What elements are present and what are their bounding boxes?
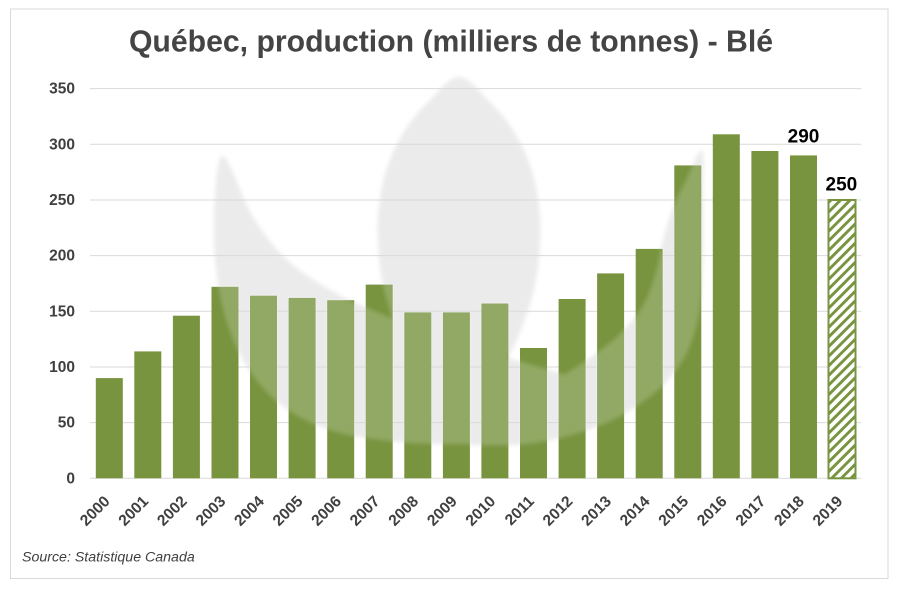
svg-text:250: 250 [49,192,75,209]
svg-text:0: 0 [66,470,75,487]
svg-text:250: 250 [826,175,858,196]
svg-text:50: 50 [58,415,75,432]
svg-text:200: 200 [49,248,75,265]
svg-text:Québec, production (milliers d: Québec, production (milliers de tonnes) … [129,26,773,59]
svg-text:300: 300 [49,136,75,153]
svg-text:290: 290 [788,127,820,148]
svg-text:100: 100 [49,359,75,376]
svg-text:Source: Statistique Canada: Source: Statistique Canada [22,550,195,566]
svg-text:350: 350 [49,81,75,98]
svg-text:150: 150 [49,303,75,320]
